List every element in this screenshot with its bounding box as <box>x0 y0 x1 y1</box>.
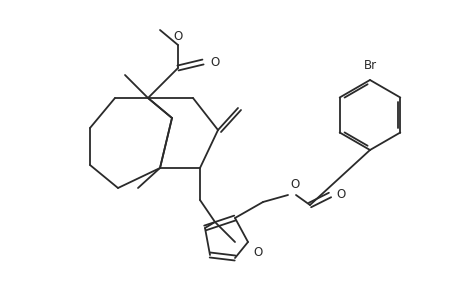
Text: O: O <box>252 246 262 259</box>
Text: O: O <box>210 56 219 68</box>
Text: O: O <box>335 188 345 202</box>
Text: Br: Br <box>363 59 376 72</box>
Text: O: O <box>173 30 182 43</box>
Text: O: O <box>289 178 299 191</box>
